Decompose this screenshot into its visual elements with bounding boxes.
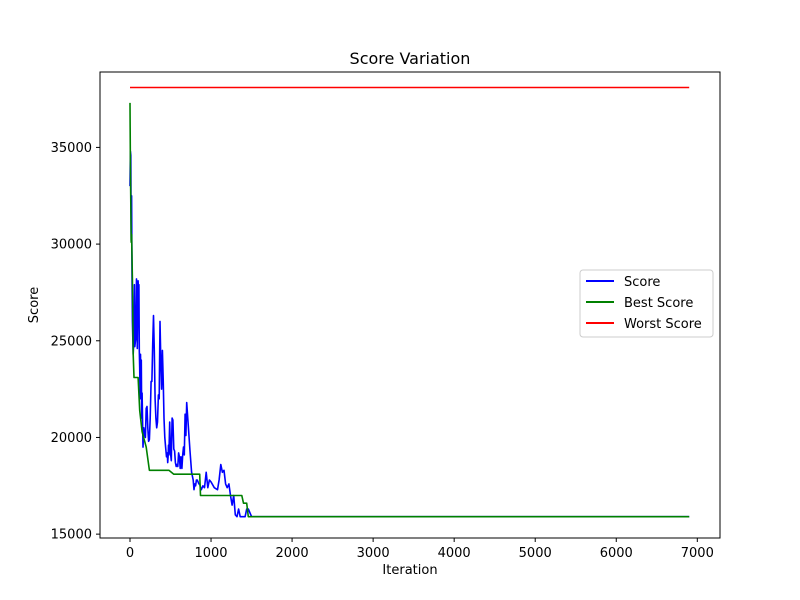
chart-title: Score Variation — [350, 49, 471, 68]
series-line-best-score — [129, 102, 690, 518]
x-axis-ticks: 0 1000 2000 3000 4000 5000 6000 7000 — [126, 538, 714, 561]
x-tick-label: 3000 — [357, 546, 390, 561]
x-tick-label: 4000 — [438, 546, 471, 561]
y-tick-label: 15000 — [51, 528, 92, 543]
plot-frame — [99, 71, 721, 539]
x-tick-label: 6000 — [600, 546, 633, 561]
x-axis-label: Iteration — [382, 563, 437, 578]
x-tick-label: 1000 — [194, 546, 227, 561]
plot-lines — [129, 86, 690, 518]
y-tick-label: 30000 — [51, 238, 92, 253]
legend-box — [579, 269, 714, 338]
legend-label-score: Score — [624, 275, 660, 290]
x-tick-label: 0 — [126, 546, 134, 561]
legend-label-best-score: Best Score — [624, 296, 693, 311]
y-axis-ticks: 15000 20000 25000 30000 35000 — [51, 141, 100, 543]
y-axis-label: Score — [27, 287, 42, 323]
y-tick-label: 25000 — [51, 334, 92, 349]
y-tick-label: 35000 — [51, 141, 92, 156]
x-tick-label: 5000 — [519, 546, 552, 561]
series-line-score — [129, 150, 690, 518]
legend: Score Best Score Worst Score — [579, 269, 714, 338]
x-tick-label: 7000 — [681, 546, 714, 561]
x-tick-label: 2000 — [276, 546, 309, 561]
y-tick-label: 20000 — [51, 431, 92, 446]
legend-label-worst-score: Worst Score — [624, 317, 702, 332]
